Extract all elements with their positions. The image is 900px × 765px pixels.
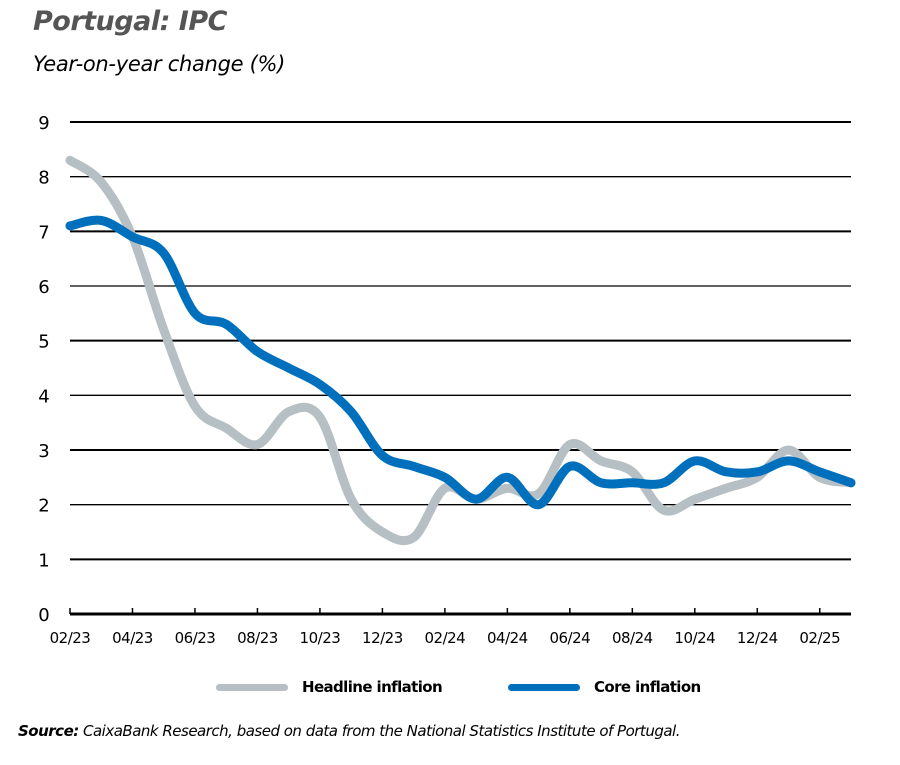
x-tick-label: 10/24 — [674, 629, 715, 647]
legend-item-core: Core inflation — [508, 678, 701, 696]
x-tick-label: 04/24 — [487, 629, 528, 647]
x-tick-label: 12/23 — [362, 629, 403, 647]
y-axis-ticks: 0 1 2 3 4 5 6 7 8 9 — [38, 113, 49, 626]
legend-label-core: Core inflation — [594, 678, 701, 696]
x-tick-label: 08/24 — [612, 629, 653, 647]
source-note: Source: CaixaBank Research, based on dat… — [18, 722, 680, 740]
x-tick-label: 02/24 — [425, 629, 466, 647]
headline-inflation-line — [65, 155, 856, 546]
x-axis: 02/23 04/23 06/23 08/23 10/23 12/23 02/24 04/24… — [50, 608, 851, 647]
x-tick-label: 02/25 — [799, 629, 840, 647]
y-tick-label: 4 — [38, 386, 49, 407]
core-inflation-line — [65, 215, 856, 510]
y-tick-label: 1 — [38, 550, 49, 571]
x-tick-label: 08/23 — [237, 629, 278, 647]
x-tick-label: 12/24 — [737, 629, 778, 647]
x-tick-label: 04/23 — [112, 629, 153, 647]
y-tick-label: 0 — [38, 605, 49, 626]
y-tick-label: 2 — [38, 496, 49, 517]
y-tick-label: 9 — [38, 113, 49, 134]
y-tick-label: 7 — [38, 222, 49, 243]
legend-item-headline: Headline inflation — [216, 678, 443, 696]
chart-legend: Headline inflation Core inflation — [0, 678, 900, 702]
line-chart: 0 1 2 3 4 5 6 7 8 9 02/23 04/23 06/23 08/23 10/23 12/2… — [38, 113, 856, 647]
y-tick-label: 5 — [38, 332, 49, 353]
source-text: CaixaBank Research, based on data from t… — [78, 722, 680, 740]
x-tick-label: 02/23 — [50, 629, 91, 647]
chart-title: Portugal: IPC — [33, 6, 227, 37]
x-tick-label: 06/23 — [175, 629, 216, 647]
y-tick-label: 3 — [38, 441, 49, 462]
gridlines — [70, 121, 851, 561]
x-tick-label: 10/23 — [300, 629, 341, 647]
headline-swatch-icon — [216, 683, 288, 691]
legend-label-headline: Headline inflation — [302, 678, 443, 696]
x-tick-label: 06/24 — [549, 629, 590, 647]
y-tick-label: 6 — [38, 277, 49, 298]
source-prefix: Source: — [18, 722, 79, 740]
core-swatch-icon — [508, 683, 580, 691]
chart-subtitle: Year-on-year change (%) — [33, 52, 286, 76]
y-tick-label: 8 — [38, 168, 49, 189]
